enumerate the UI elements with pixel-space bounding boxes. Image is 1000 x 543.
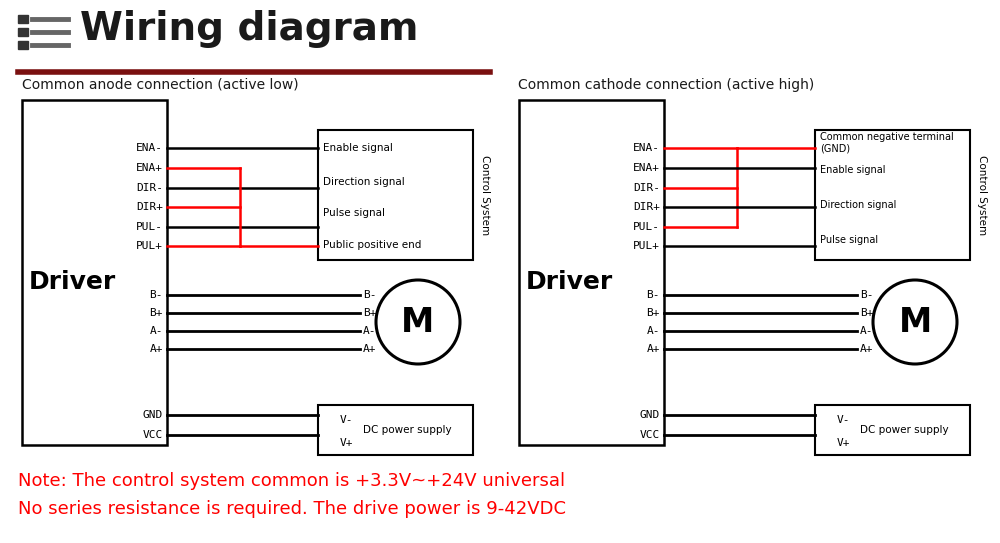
Bar [18,28,28,36]
Bar [18,41,28,49]
Text: ENA-: ENA- [136,143,163,153]
Text: Pulse signal: Pulse signal [820,235,878,245]
Text: B-: B- [150,290,163,300]
Text: A-: A- [363,326,376,336]
Text: Enable signal: Enable signal [323,143,393,153]
Text: Direction signal: Direction signal [323,177,405,187]
Text: B+: B+ [860,308,874,318]
Text: Pulse signal: Pulse signal [323,208,385,218]
Text: M: M [898,306,932,338]
Text: B-: B- [646,290,660,300]
Text: VCC: VCC [143,430,163,440]
Text: PUL-: PUL- [136,222,163,232]
Bar [815,130,970,260]
Text: GND: GND [143,410,163,420]
Text: Driver: Driver [28,270,116,294]
Bar [815,405,970,455]
Text: V-: V- [837,415,850,425]
Text: DIR-: DIR- [633,183,660,193]
Text: PUL+: PUL+ [136,241,163,251]
Text: A-: A- [860,326,874,336]
Text: Enable signal: Enable signal [820,165,886,175]
Text: A-: A- [646,326,660,336]
Text: DIR-: DIR- [136,183,163,193]
Text: ENA-: ENA- [633,143,660,153]
Text: Wiring diagram: Wiring diagram [80,10,418,48]
Bar [22,100,167,445]
Text: PUL-: PUL- [633,222,660,232]
Text: A+: A+ [363,344,376,354]
Text: DC power supply: DC power supply [363,425,452,435]
Text: Public positive end: Public positive end [323,240,421,250]
Text: B+: B+ [363,308,376,318]
Text: V+: V+ [837,438,850,448]
Text: DIR+: DIR+ [633,202,660,212]
Text: Control System: Control System [480,155,490,235]
Text: A+: A+ [860,344,874,354]
Text: Driver: Driver [525,270,613,294]
Text: A+: A+ [150,344,163,354]
Bar [318,130,473,260]
Text: V+: V+ [340,438,354,448]
Text: B-: B- [363,290,376,300]
Text: Common cathode connection (active high): Common cathode connection (active high) [518,78,814,92]
Bar [318,405,473,455]
Text: M: M [401,306,435,338]
Text: GND: GND [640,410,660,420]
Text: VCC: VCC [640,430,660,440]
Text: DIR+: DIR+ [136,202,163,212]
Text: A+: A+ [646,344,660,354]
Bar [18,15,28,23]
Text: Direction signal: Direction signal [820,200,896,210]
Text: ENA+: ENA+ [633,163,660,173]
Text: Common negative terminal
(GND): Common negative terminal (GND) [820,132,954,154]
Text: Common anode connection (active low): Common anode connection (active low) [22,78,299,92]
Text: A-: A- [150,326,163,336]
Text: B+: B+ [150,308,163,318]
Bar [519,100,664,445]
Text: ENA+: ENA+ [136,163,163,173]
Text: No series resistance is required. The drive power is 9-42VDC: No series resistance is required. The dr… [18,500,566,518]
Text: V-: V- [340,415,354,425]
Text: Control System: Control System [977,155,987,235]
Text: PUL+: PUL+ [633,241,660,251]
Text: B+: B+ [646,308,660,318]
Text: DC power supply: DC power supply [860,425,949,435]
Text: B-: B- [860,290,874,300]
Text: Note: The control system common is +3.3V~+24V universal: Note: The control system common is +3.3V… [18,472,565,490]
